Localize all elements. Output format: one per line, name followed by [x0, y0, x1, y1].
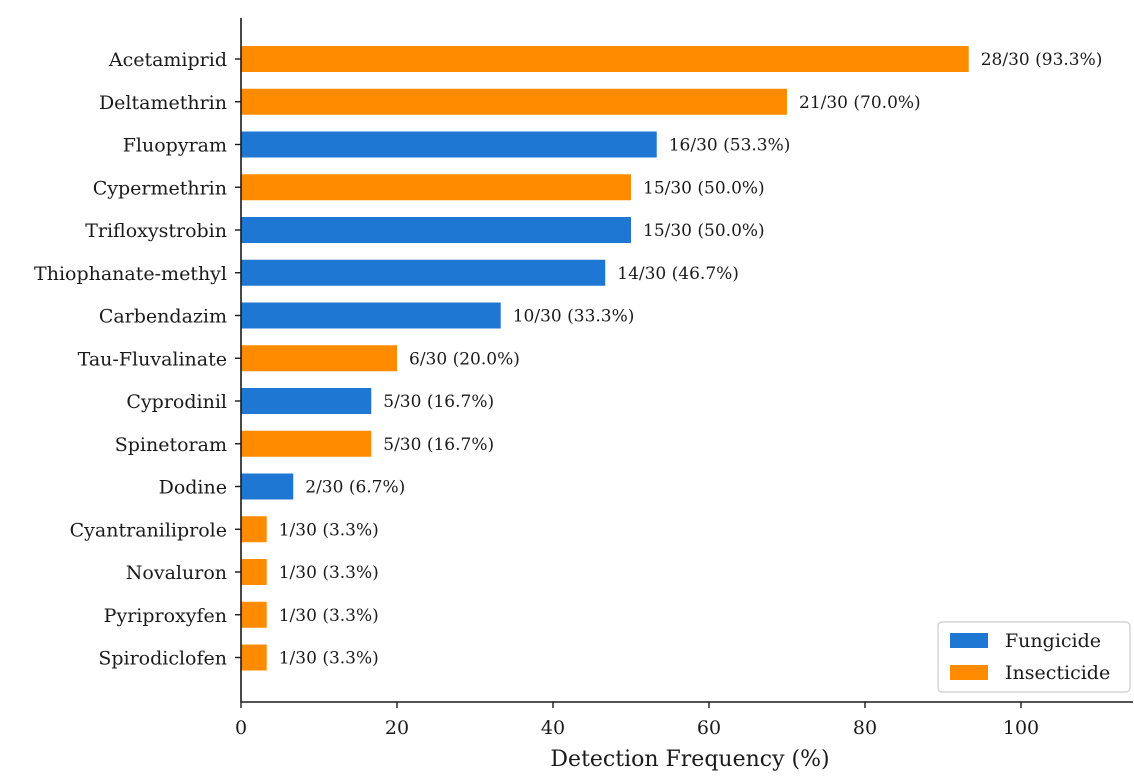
bars-layer — [241, 46, 969, 671]
bar-pyriproxyfen — [241, 601, 267, 628]
bar-deltamethrin — [241, 88, 787, 115]
bar-trifloxystrobin — [241, 217, 631, 243]
data-labels-layer: 28/30 (93.3%) 21/30 (70.0%) 16/30 (53.3%) 1… — [279, 50, 1103, 669]
data-label-pyriproxyfen: 1/30 (3.3%) — [279, 606, 379, 626]
x-tick-label-80: 80 — [853, 717, 877, 739]
y-tick-label-carbendazim: Carbendazim — [99, 306, 227, 328]
x-axis-label: Detection Frequency (%) — [550, 747, 829, 772]
y-tick-label-trifloxystrobin: Trifloxystrobin — [85, 220, 227, 242]
bar-spinetoram — [241, 430, 372, 457]
y-tick-label-spirodiclofen: Spirodiclofen — [98, 648, 227, 670]
data-label-cyprodinil: 5/30 (16.7%) — [383, 392, 494, 412]
y-tick-label-cyantraniliprole: Cyantraniliprole — [70, 519, 227, 541]
data-label-tau-fluvalinate: 6/30 (20.0%) — [409, 349, 520, 369]
legend-swatch-insecticide — [950, 665, 988, 680]
x-tick-label-40: 40 — [541, 717, 565, 739]
bar-acetamiprid — [241, 46, 969, 72]
axes-layer — [240, 18, 1133, 703]
data-label-cyantraniliprole: 1/30 (3.3%) — [279, 520, 379, 540]
x-tick-label-100: 100 — [1003, 717, 1039, 739]
y-tick-label-spinetoram: Spinetoram — [115, 434, 227, 456]
data-label-spirodiclofen: 1/30 (3.3%) — [279, 649, 379, 669]
data-label-cypermethrin: 15/30 (50.0%) — [643, 178, 765, 198]
bar-tau-fluvalinate — [241, 345, 397, 372]
bar-spirodiclofen — [241, 644, 267, 671]
data-label-carbendazim: 10/30 (33.3%) — [513, 307, 635, 327]
bar-cyprodinil — [241, 388, 372, 414]
y-tick-label-novaluron: Novaluron — [126, 562, 227, 584]
y-tick-label-acetamiprid: Acetamiprid — [108, 49, 227, 71]
y-tick-label-thiophanate-methyl: Thiophanate-methyl — [34, 263, 227, 285]
y-tick-label-cypermethrin: Cypermethrin — [93, 177, 227, 199]
y-tick-label-tau-fluvalinate: Tau-Fluvalinate — [78, 348, 227, 370]
data-label-dodine: 2/30 (6.7%) — [305, 478, 405, 498]
bar-thiophanate-methyl — [241, 259, 606, 286]
legend-label-fungicide: Fungicide — [1005, 630, 1101, 652]
y-tick-label-cyprodinil: Cyprodinil — [126, 391, 227, 413]
x-tick-label-60: 60 — [697, 717, 721, 739]
y-ticks-layer: Acetamiprid Deltamethrin Fluopyram Cypermet… — [34, 49, 241, 670]
bar-dodine — [241, 473, 294, 500]
data-label-acetamiprid: 28/30 (93.3%) — [981, 50, 1103, 70]
legend: Fungicide Insecticide — [937, 621, 1131, 693]
bar-carbendazim — [241, 302, 501, 329]
y-tick-label-fluopyram: Fluopyram — [123, 135, 227, 157]
bar-fluopyram — [241, 131, 657, 158]
x-ticks-layer: 0 20 40 60 80 100 — [235, 702, 1039, 739]
data-label-novaluron: 1/30 (3.3%) — [279, 563, 379, 583]
bar-novaluron — [241, 559, 267, 585]
bar-cyantraniliprole — [241, 516, 267, 543]
x-tick-label-0: 0 — [235, 717, 247, 739]
y-tick-label-deltamethrin: Deltamethrin — [99, 92, 227, 114]
x-tick-label-20: 20 — [385, 717, 409, 739]
y-tick-label-dodine: Dodine — [159, 477, 227, 499]
data-label-spinetoram: 5/30 (16.7%) — [383, 435, 494, 455]
y-tick-label-pyriproxyfen: Pyriproxyfen — [104, 605, 227, 627]
data-label-trifloxystrobin: 15/30 (50.0%) — [643, 221, 765, 241]
data-label-fluopyram: 16/30 (53.3%) — [669, 136, 791, 156]
bar-cypermethrin — [241, 174, 631, 201]
data-label-thiophanate-methyl: 14/30 (46.7%) — [617, 264, 739, 284]
data-label-deltamethrin: 21/30 (70.0%) — [799, 93, 921, 113]
legend-swatch-fungicide — [950, 633, 988, 648]
legend-label-insecticide: Insecticide — [1005, 662, 1110, 684]
